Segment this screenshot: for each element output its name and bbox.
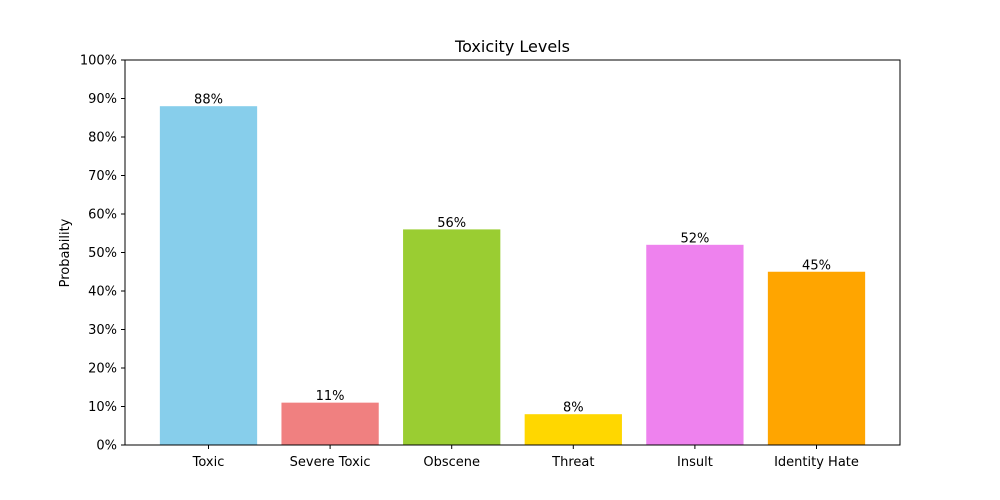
bar: [524, 414, 622, 445]
bar: [767, 271, 866, 445]
y-axis: 0% 10% 20% 30% 40% 50% 60% 70% 80% 90% 100%: [80, 54, 125, 454]
y-tick-label: 50%: [88, 246, 117, 261]
bar-data-label: 88%: [194, 93, 223, 108]
x-tick-label: Identity Hate: [774, 455, 859, 470]
y-tick-label: 70%: [88, 169, 117, 184]
x-tick-label: Insult: [677, 455, 713, 470]
y-tick-label: 90%: [88, 92, 117, 107]
plot-frame: [124, 59, 901, 446]
y-tick-label: 10%: [88, 400, 117, 415]
x-tick-label: Threat: [551, 455, 594, 470]
bar-data-label: 45%: [802, 258, 831, 273]
bar-data-label: 56%: [437, 216, 466, 231]
y-tick-label: 0%: [96, 439, 117, 454]
bar: [281, 402, 379, 445]
y-tick-label: 30%: [88, 323, 117, 338]
bar-series: 88% 11% 56% 8% 52% 45%: [159, 93, 866, 445]
bar-data-label: 52%: [680, 231, 709, 246]
y-tick-label: 60%: [88, 208, 117, 223]
y-tick-label: 80%: [88, 131, 117, 146]
y-tick-label: 20%: [88, 362, 117, 377]
x-axis: Toxic Severe Toxic Obscene Threat Insult Iden…: [192, 445, 859, 470]
chart-title: Toxicity Levels: [454, 37, 570, 56]
x-tick-label: Toxic: [192, 455, 225, 470]
bar: [159, 106, 258, 445]
bar-data-label: 11%: [316, 389, 345, 404]
bar-data-label: 8%: [563, 401, 584, 416]
bar: [403, 229, 501, 445]
x-tick-label: Severe Toxic: [290, 455, 371, 470]
bar: [646, 244, 744, 445]
x-tick-label: Obscene: [423, 455, 480, 470]
y-axis-label: Probability: [58, 218, 73, 287]
y-tick-label: 40%: [88, 285, 117, 300]
y-tick-label: 100%: [80, 54, 117, 69]
